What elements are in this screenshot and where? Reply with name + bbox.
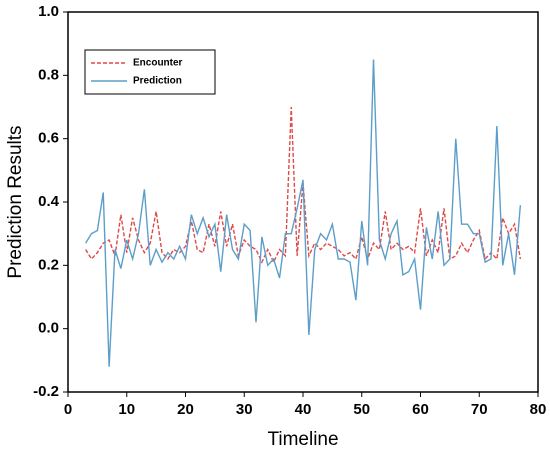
x-tick-label: 30: [236, 401, 253, 418]
x-tick-label: 80: [530, 401, 547, 418]
x-tick-label: 20: [177, 401, 194, 418]
series-line: [85, 59, 522, 367]
x-tick-label: 10: [118, 401, 135, 418]
x-tick-label: 40: [295, 401, 312, 418]
y-tick-label: 0.4: [38, 193, 60, 210]
y-tick-label: 0.0: [38, 320, 59, 337]
y-tick-label: 0.8: [38, 66, 59, 83]
legend-label: Encounter: [133, 58, 183, 69]
y-tick-label: 0.6: [38, 130, 59, 147]
x-tick-label: 0: [64, 401, 72, 418]
x-tick-label: 60: [412, 401, 429, 418]
legend-label: Prediction: [133, 76, 182, 87]
y-tick-label: 1.0: [38, 3, 59, 20]
legend-box: [84, 49, 216, 95]
x-tick-label: 70: [471, 401, 488, 418]
x-tick-label: 50: [353, 401, 370, 418]
y-tick-label: -0.2: [33, 383, 59, 400]
x-axis-label: Timeline: [267, 429, 338, 450]
y-axis-label: Prediction Results: [5, 125, 26, 278]
y-tick-label: 0.2: [38, 256, 59, 273]
